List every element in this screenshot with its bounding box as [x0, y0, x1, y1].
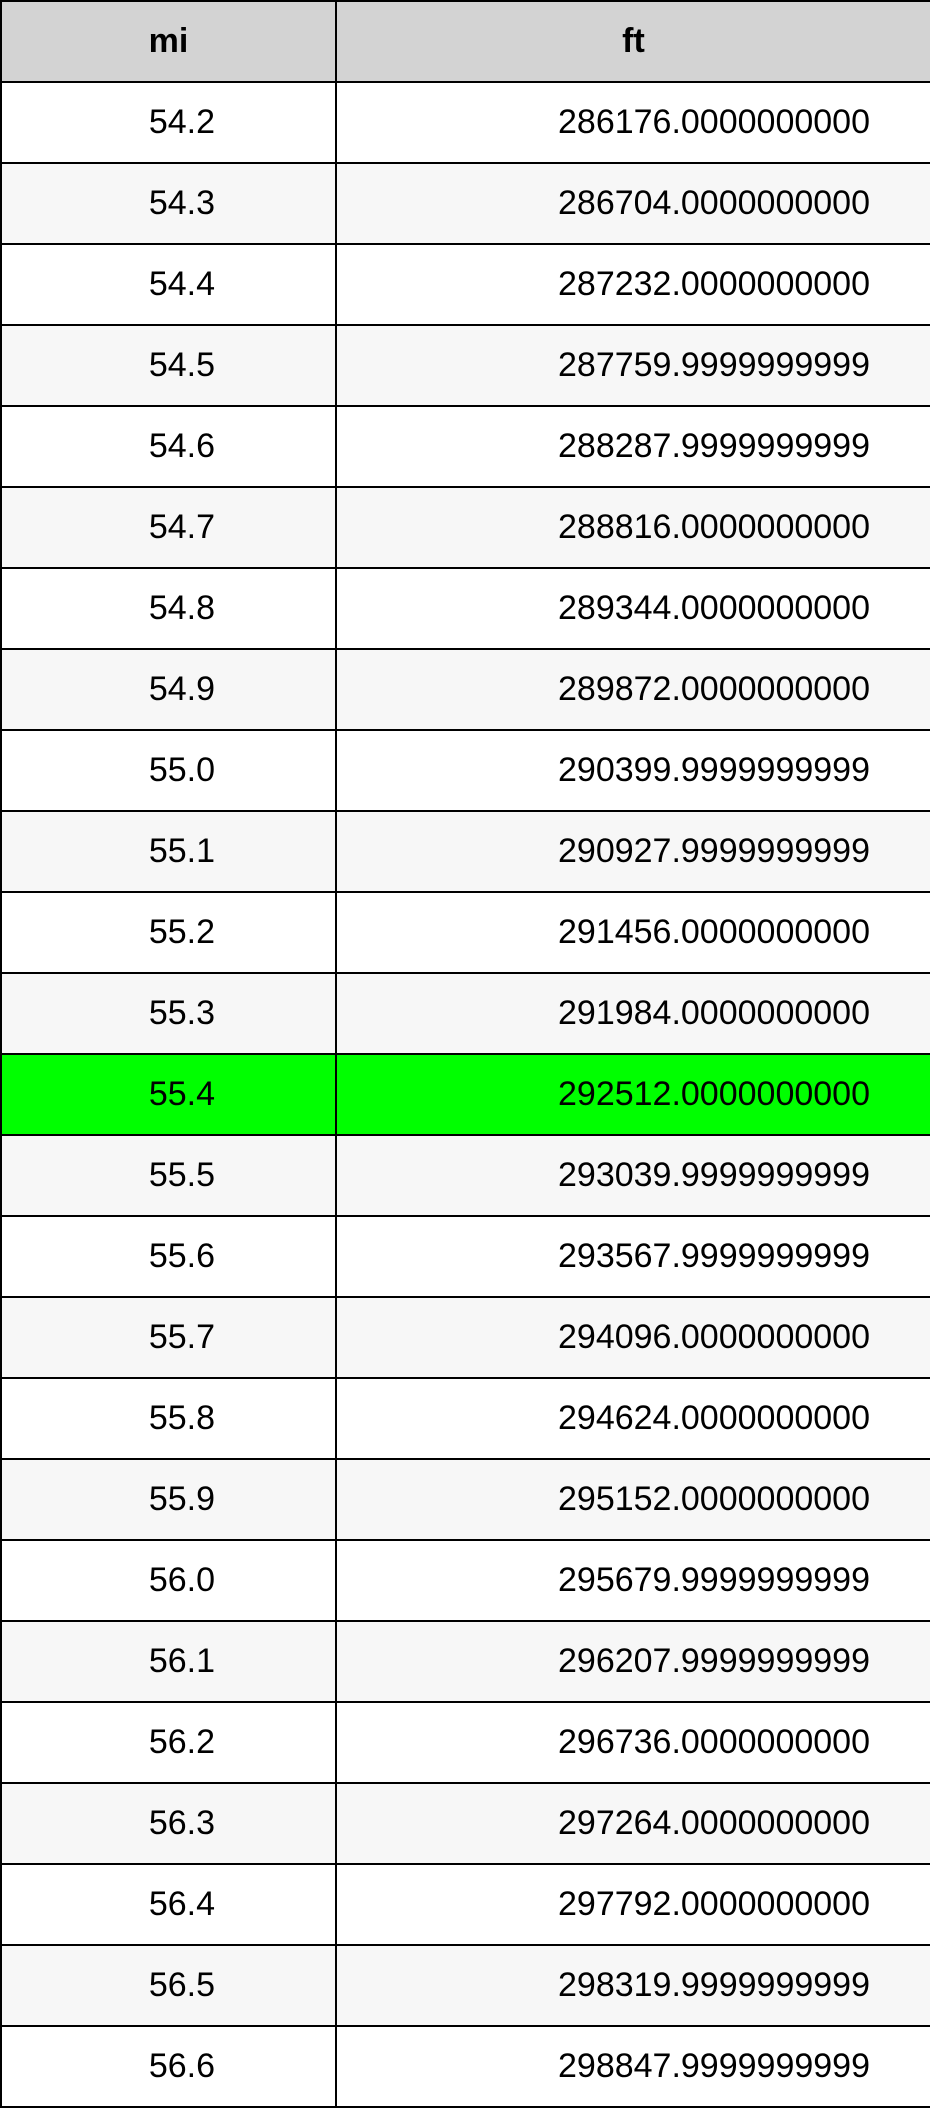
- table-row: 55.2291456.0000000000: [1, 892, 930, 973]
- cell-mi: 54.7: [1, 487, 336, 568]
- cell-ft: 291456.0000000000: [336, 892, 930, 973]
- table-row: 54.3286704.0000000000: [1, 163, 930, 244]
- table-row: 55.1290927.9999999999: [1, 811, 930, 892]
- cell-mi: 56.5: [1, 1945, 336, 2026]
- table-row: 56.0295679.9999999999: [1, 1540, 930, 1621]
- table-row: 54.9289872.0000000000: [1, 649, 930, 730]
- table-row: 55.4292512.0000000000: [1, 1054, 930, 1135]
- cell-mi: 54.4: [1, 244, 336, 325]
- cell-ft: 288287.9999999999: [336, 406, 930, 487]
- cell-mi: 55.5: [1, 1135, 336, 1216]
- table-row: 56.6298847.9999999999: [1, 2026, 930, 2107]
- cell-ft: 287759.9999999999: [336, 325, 930, 406]
- cell-mi: 55.3: [1, 973, 336, 1054]
- cell-mi: 55.7: [1, 1297, 336, 1378]
- cell-ft: 298319.9999999999: [336, 1945, 930, 2026]
- cell-ft: 296207.9999999999: [336, 1621, 930, 1702]
- table-row: 55.3291984.0000000000: [1, 973, 930, 1054]
- cell-ft: 286704.0000000000: [336, 163, 930, 244]
- cell-ft: 296736.0000000000: [336, 1702, 930, 1783]
- table-body: 54.2286176.000000000054.3286704.00000000…: [1, 82, 930, 2107]
- table-row: 56.3297264.0000000000: [1, 1783, 930, 1864]
- cell-mi: 54.9: [1, 649, 336, 730]
- cell-ft: 294624.0000000000: [336, 1378, 930, 1459]
- cell-mi: 54.2: [1, 82, 336, 163]
- cell-mi: 55.0: [1, 730, 336, 811]
- cell-mi: 56.4: [1, 1864, 336, 1945]
- cell-ft: 287232.0000000000: [336, 244, 930, 325]
- table-row: 56.5298319.9999999999: [1, 1945, 930, 2026]
- table-row: 54.6288287.9999999999: [1, 406, 930, 487]
- cell-ft: 295152.0000000000: [336, 1459, 930, 1540]
- cell-mi: 56.6: [1, 2026, 336, 2107]
- cell-ft: 293567.9999999999: [336, 1216, 930, 1297]
- cell-mi: 56.3: [1, 1783, 336, 1864]
- cell-mi: 54.8: [1, 568, 336, 649]
- table-row: 55.8294624.0000000000: [1, 1378, 930, 1459]
- cell-ft: 290399.9999999999: [336, 730, 930, 811]
- cell-mi: 56.0: [1, 1540, 336, 1621]
- table-row: 54.5287759.9999999999: [1, 325, 930, 406]
- cell-mi: 55.4: [1, 1054, 336, 1135]
- table-header-row: mi ft: [1, 1, 930, 82]
- cell-mi: 54.3: [1, 163, 336, 244]
- table-row: 55.6293567.9999999999: [1, 1216, 930, 1297]
- cell-ft: 297264.0000000000: [336, 1783, 930, 1864]
- table-row: 56.2296736.0000000000: [1, 1702, 930, 1783]
- table-row: 54.4287232.0000000000: [1, 244, 930, 325]
- cell-mi: 54.6: [1, 406, 336, 487]
- cell-mi: 55.1: [1, 811, 336, 892]
- cell-mi: 55.2: [1, 892, 336, 973]
- cell-ft: 288816.0000000000: [336, 487, 930, 568]
- cell-ft: 286176.0000000000: [336, 82, 930, 163]
- table-row: 55.7294096.0000000000: [1, 1297, 930, 1378]
- table-row: 54.2286176.0000000000: [1, 82, 930, 163]
- cell-ft: 289344.0000000000: [336, 568, 930, 649]
- column-header-ft: ft: [336, 1, 930, 82]
- cell-mi: 56.2: [1, 1702, 336, 1783]
- cell-ft: 295679.9999999999: [336, 1540, 930, 1621]
- cell-ft: 294096.0000000000: [336, 1297, 930, 1378]
- table-row: 55.5293039.9999999999: [1, 1135, 930, 1216]
- cell-ft: 289872.0000000000: [336, 649, 930, 730]
- table-row: 55.0290399.9999999999: [1, 730, 930, 811]
- cell-ft: 291984.0000000000: [336, 973, 930, 1054]
- column-header-mi: mi: [1, 1, 336, 82]
- conversion-table: mi ft 54.2286176.000000000054.3286704.00…: [0, 0, 930, 2108]
- cell-ft: 293039.9999999999: [336, 1135, 930, 1216]
- cell-ft: 292512.0000000000: [336, 1054, 930, 1135]
- cell-ft: 297792.0000000000: [336, 1864, 930, 1945]
- cell-mi: 56.1: [1, 1621, 336, 1702]
- cell-mi: 54.5: [1, 325, 336, 406]
- table-row: 54.7288816.0000000000: [1, 487, 930, 568]
- cell-ft: 298847.9999999999: [336, 2026, 930, 2107]
- table-row: 55.9295152.0000000000: [1, 1459, 930, 1540]
- table-row: 56.4297792.0000000000: [1, 1864, 930, 1945]
- cell-ft: 290927.9999999999: [336, 811, 930, 892]
- cell-mi: 55.8: [1, 1378, 336, 1459]
- cell-mi: 55.6: [1, 1216, 336, 1297]
- table-row: 54.8289344.0000000000: [1, 568, 930, 649]
- cell-mi: 55.9: [1, 1459, 336, 1540]
- table-row: 56.1296207.9999999999: [1, 1621, 930, 1702]
